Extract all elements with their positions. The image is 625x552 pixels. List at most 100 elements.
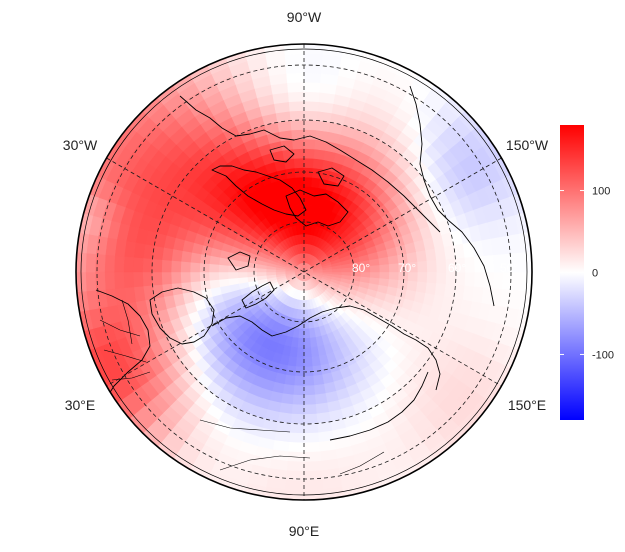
field-cell [303,309,309,320]
field-cell [379,264,390,273]
field-cell [290,119,305,131]
novaya-zemlya-coastline [241,281,275,309]
field-cell [295,356,305,368]
field-cell [170,260,182,273]
field-cell [293,375,305,387]
field-cell [218,278,230,288]
field-cell [464,256,476,273]
field-cell [303,72,322,84]
lat-label-60: 60° [448,261,466,275]
field-cell [417,271,428,284]
field-cell [436,259,447,273]
lon-label-30e: 30°E [65,397,96,413]
field-cell [171,248,183,262]
field-cell [227,265,239,273]
lon-label-150e: 150°E [508,397,546,413]
field-cell [189,261,201,273]
field-cell [303,451,321,463]
field-cell [303,110,319,121]
field-cell [290,413,305,425]
field-cell [369,271,381,279]
field-cell [303,62,323,74]
field-cell [246,271,258,278]
field-cell [283,158,296,170]
field-cell [303,157,315,169]
field-cell [292,138,305,150]
colorbar-tick-label: 0 [592,268,598,280]
field-cell [285,470,305,482]
colorbar: 100 0 -100 [560,125,614,420]
field-cell [218,271,229,280]
field-cell [378,256,390,266]
field-cell [426,260,438,273]
field-cell [284,53,305,65]
lon-label-90e: 90°E [289,523,320,539]
field-cell [303,100,320,112]
anomaly-field [76,44,532,500]
field-cell [132,271,144,288]
field-cell [293,157,305,169]
field-cell [303,176,313,188]
field-cell [286,460,305,472]
field-cell [300,233,305,244]
lat-label-70: 70° [398,261,416,275]
field-cell [292,394,305,406]
svalbard-coastline [227,251,251,271]
asia-pacific-coastline [329,371,429,441]
map-boundary [75,43,533,501]
field-cell [464,271,476,288]
field-cell [287,441,305,453]
field-cell [314,139,328,151]
field-cell [284,479,305,491]
field-cell [292,385,305,396]
field-cell [483,271,495,289]
field-cell [151,258,163,273]
field-cell [311,355,321,367]
field-cell [303,432,320,444]
field-cell [288,432,305,444]
field-cell [280,393,294,405]
field-cell [85,271,97,292]
field-cell [151,271,163,286]
field-cell [379,271,390,280]
field-cell [113,271,125,289]
field-cell [209,279,221,289]
field-cell [296,347,305,358]
field-cell [332,268,343,273]
coastlines [95,85,495,475]
field-cell [218,264,229,273]
field-cell [288,100,305,112]
field-cell [303,300,308,311]
field-cell [180,250,193,263]
field-cell [341,267,352,273]
lat-label-50: 50° [500,261,518,275]
field-cell [123,271,135,289]
latitude-circle-80 [253,221,355,323]
field-cell [313,383,326,396]
field-cell [303,470,323,482]
meridian-30w-150e [106,157,502,387]
field-cell [142,257,153,273]
field-cell [286,72,305,84]
field-cell [132,256,144,273]
field-cell [303,138,316,150]
field-cell [295,176,305,188]
field-cell [415,250,428,263]
eurasia-arctic-coastline [211,305,441,391]
field-cell [303,404,317,415]
field-cell [426,271,438,284]
field-cell [303,148,316,159]
field-cell [303,91,321,103]
field-cell [425,282,437,296]
asia-borders [199,419,385,475]
field-cell [256,271,267,277]
field-cell [291,404,305,415]
colorbar-tick-label: 100 [592,186,610,198]
lon-label-30w: 30°W [63,137,98,153]
meridian-150w-30e [106,157,502,387]
colorbar-tick-label: -100 [592,349,614,361]
scandinavia-coastline [149,287,215,345]
field-cell [180,271,191,284]
field-cell [113,255,125,273]
field-cell [287,91,305,103]
